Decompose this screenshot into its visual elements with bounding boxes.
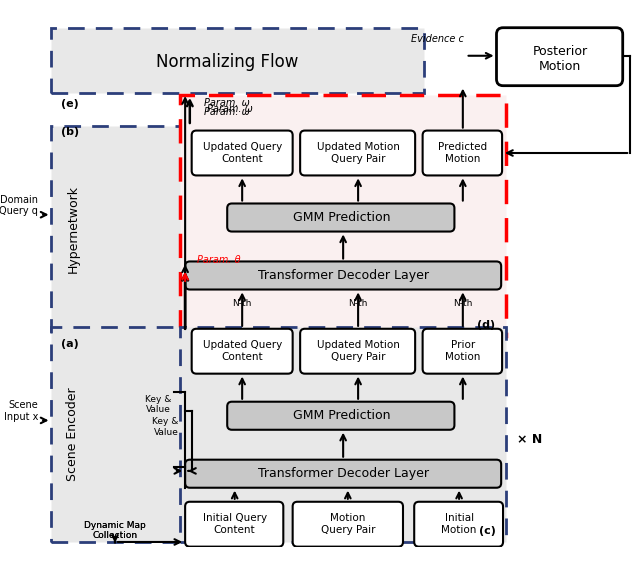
Text: Evidence c: Evidence c: [411, 34, 464, 44]
FancyBboxPatch shape: [497, 28, 623, 86]
Text: Key &
Value: Key & Value: [145, 395, 171, 414]
FancyBboxPatch shape: [191, 131, 292, 176]
Text: Normalizing Flow: Normalizing Flow: [156, 53, 298, 71]
Text: Domain
Query q: Domain Query q: [0, 194, 38, 216]
Text: Prior
Motion: Prior Motion: [445, 341, 481, 362]
Text: Dynamic Map
Collection: Dynamic Map Collection: [84, 521, 146, 541]
Text: Predicted
Motion: Predicted Motion: [438, 142, 488, 164]
FancyBboxPatch shape: [185, 262, 501, 289]
Text: Transformer Decoder Layer: Transformer Decoder Layer: [258, 467, 429, 480]
Text: Param. ω: Param. ω: [204, 98, 250, 107]
Text: (c): (c): [479, 526, 495, 536]
Text: Motion
Query Pair: Motion Query Pair: [321, 514, 375, 535]
Text: GMM Prediction: GMM Prediction: [292, 211, 390, 224]
Text: Updated Motion
Query Pair: Updated Motion Query Pair: [317, 142, 399, 164]
Text: Key &
Value: Key & Value: [152, 418, 179, 437]
Text: Updated Query
Content: Updated Query Content: [202, 142, 282, 164]
Text: Scene Encoder: Scene Encoder: [67, 388, 79, 481]
Text: Hypernetwork: Hypernetwork: [67, 185, 79, 273]
Bar: [180, 327, 506, 542]
FancyBboxPatch shape: [185, 460, 501, 488]
Text: (b): (b): [61, 128, 79, 137]
Text: GMM Prediction: GMM Prediction: [292, 409, 390, 422]
Text: Initial Query
Content: Initial Query Content: [203, 514, 267, 535]
Bar: [180, 95, 506, 336]
FancyBboxPatch shape: [422, 329, 502, 373]
Bar: [51, 327, 185, 542]
Text: (e): (e): [61, 99, 79, 110]
Text: × N: × N: [517, 433, 542, 446]
Text: Param. θ: Param. θ: [197, 255, 241, 264]
Text: Posterior
Motion: Posterior Motion: [532, 45, 588, 72]
Text: N-th: N-th: [453, 299, 472, 308]
FancyBboxPatch shape: [300, 131, 415, 176]
Text: Scene
Input x: Scene Input x: [4, 400, 38, 422]
FancyBboxPatch shape: [227, 402, 454, 430]
FancyBboxPatch shape: [185, 502, 284, 547]
Text: Transformer Decoder Layer: Transformer Decoder Layer: [258, 269, 429, 282]
Text: Dynamic Map
Collection: Dynamic Map Collection: [84, 521, 146, 541]
Text: Initial
Motion: Initial Motion: [442, 514, 477, 535]
Text: (a): (a): [61, 339, 79, 349]
Bar: [51, 28, 424, 93]
Text: N-th: N-th: [348, 299, 368, 308]
Text: (d): (d): [477, 320, 495, 330]
Text: Param. ω: Param. ω: [204, 107, 250, 117]
FancyBboxPatch shape: [414, 502, 503, 547]
Bar: [51, 126, 185, 332]
FancyBboxPatch shape: [300, 329, 415, 373]
FancyBboxPatch shape: [227, 203, 454, 232]
Text: Param. ω: Param. ω: [207, 104, 252, 114]
FancyBboxPatch shape: [191, 329, 292, 373]
FancyBboxPatch shape: [422, 131, 502, 176]
Text: Updated Query
Content: Updated Query Content: [202, 341, 282, 362]
Text: Updated Motion
Query Pair: Updated Motion Query Pair: [317, 341, 399, 362]
Text: N-th: N-th: [232, 299, 252, 308]
FancyBboxPatch shape: [292, 502, 403, 547]
